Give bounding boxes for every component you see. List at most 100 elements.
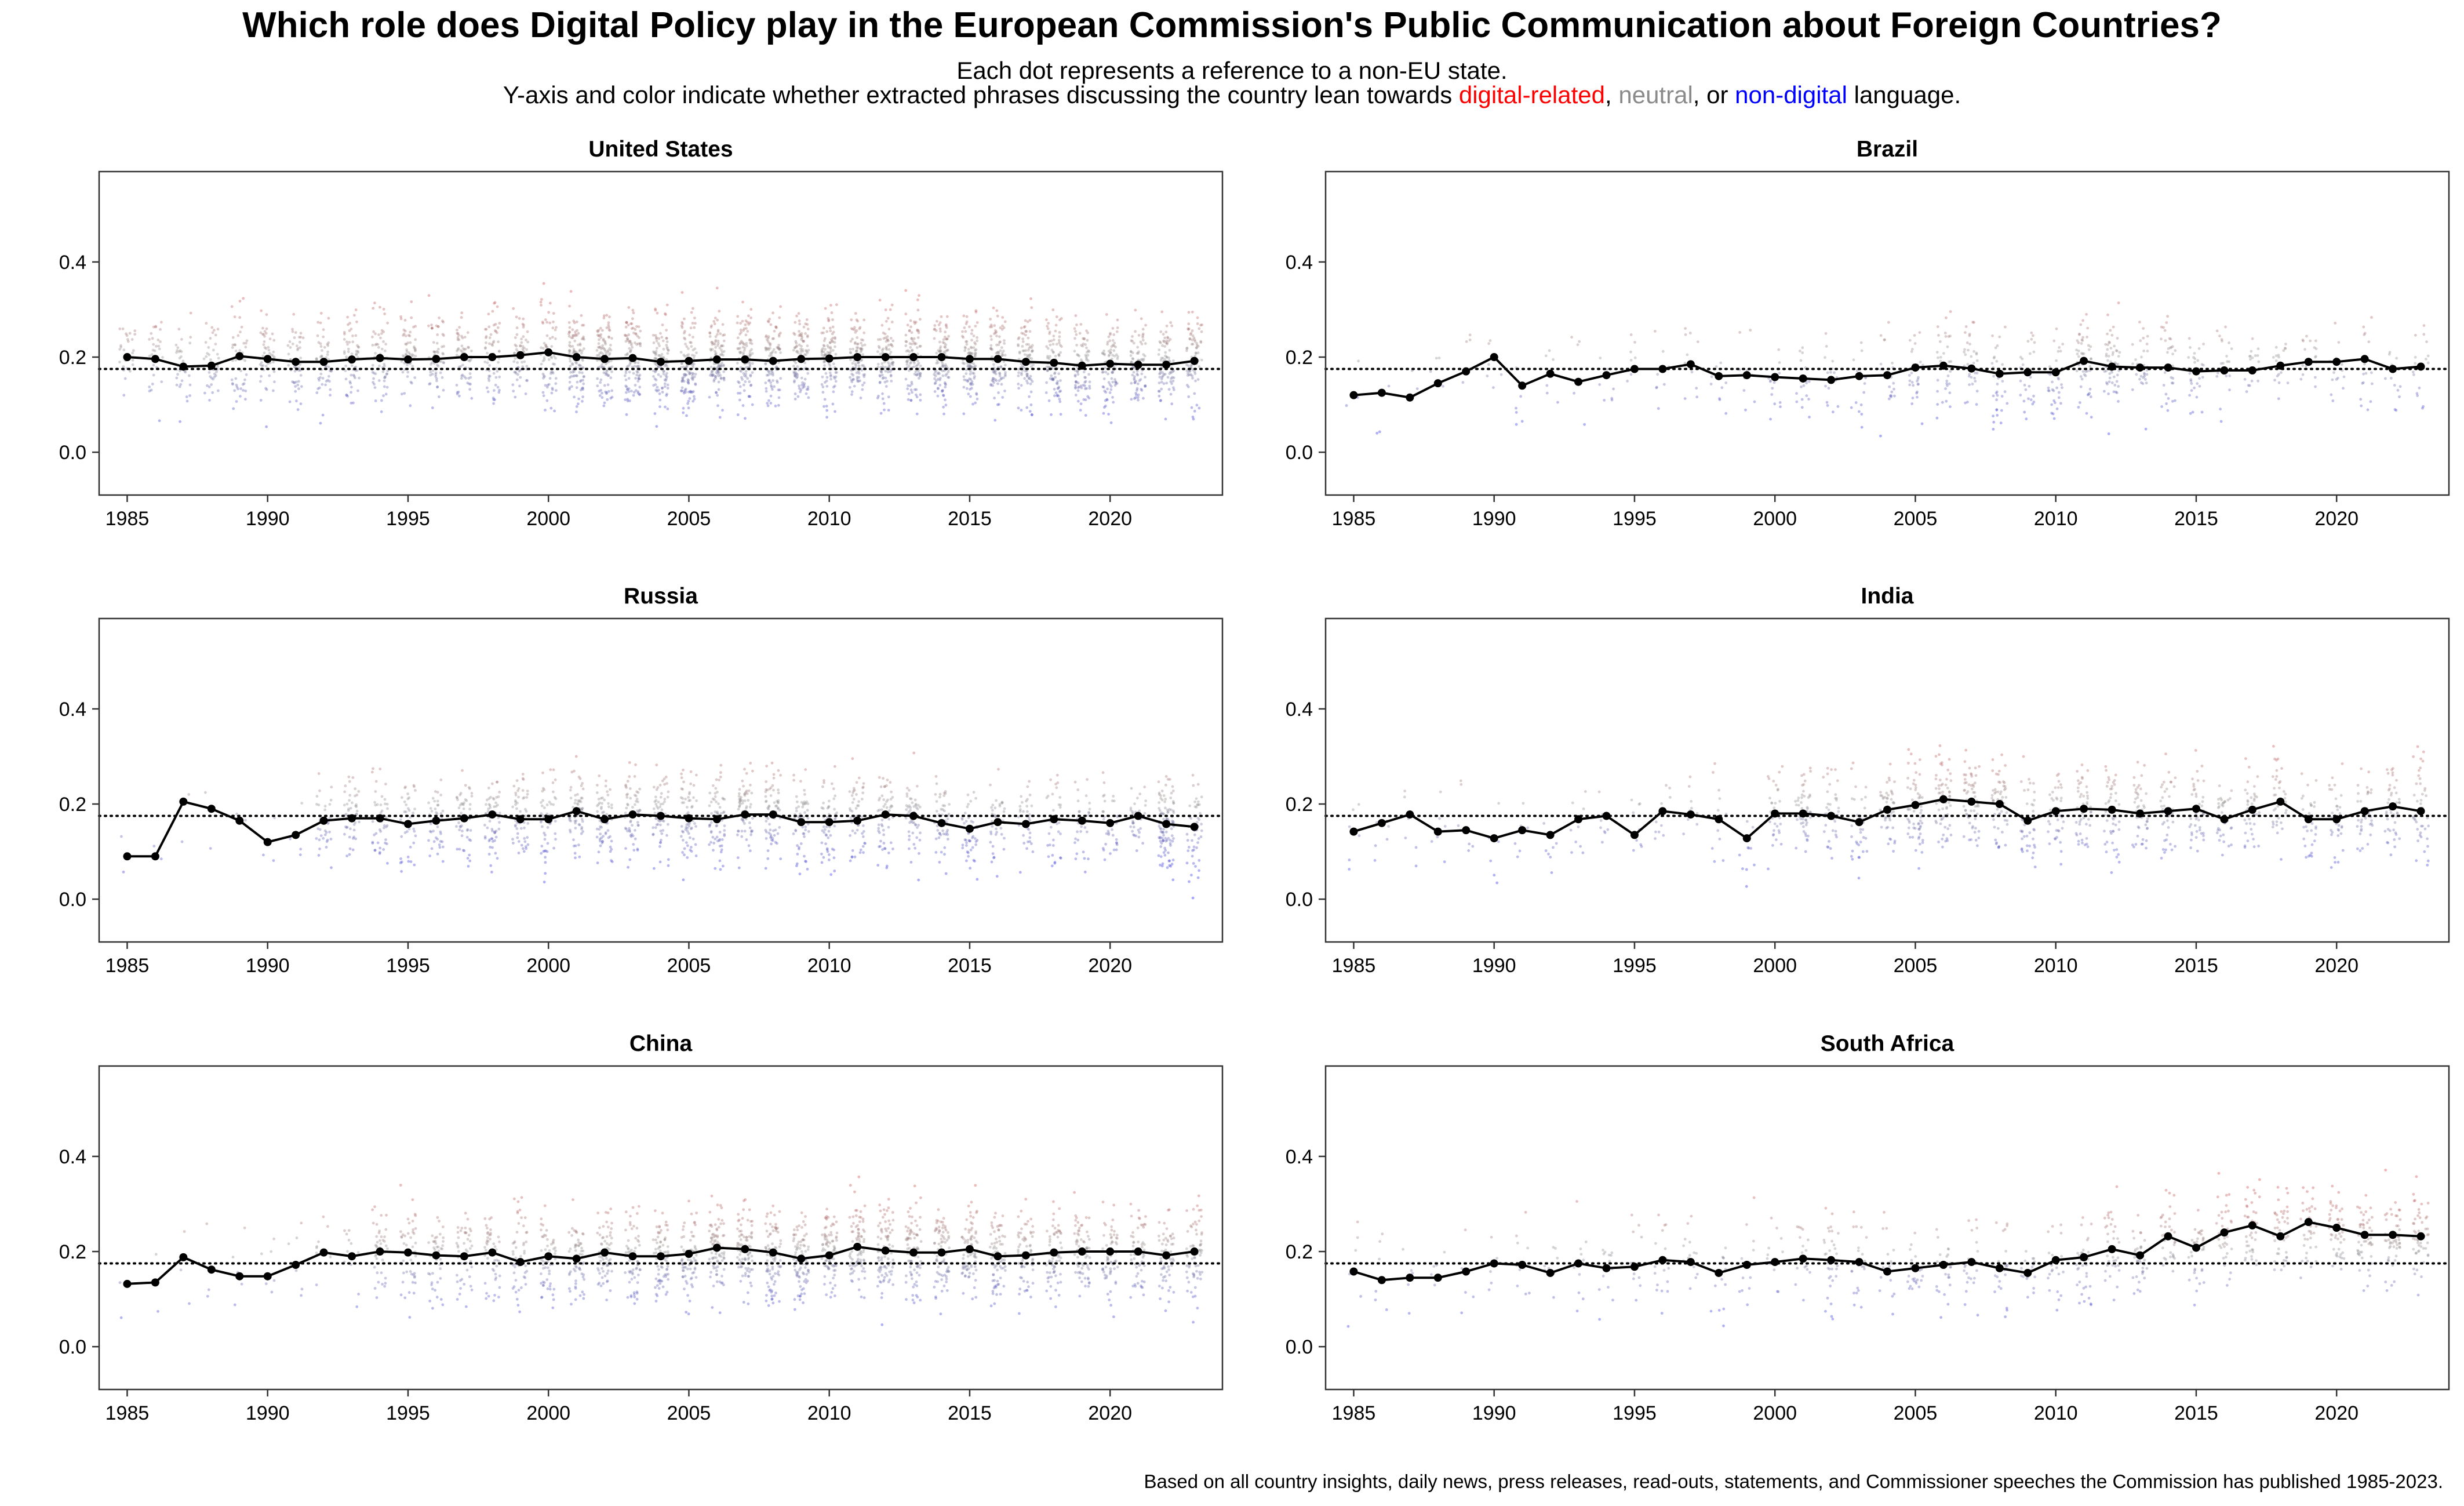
reference-dot <box>458 793 462 796</box>
reference-dot <box>376 841 380 845</box>
reference-dot <box>1158 340 1162 343</box>
reference-dot <box>1801 351 1804 354</box>
reference-dot <box>2032 394 2035 398</box>
reference-dot <box>1079 358 1083 362</box>
reference-dot <box>1166 336 1170 340</box>
reference-dot <box>708 791 712 795</box>
reference-dot <box>779 305 782 308</box>
reference-dot <box>765 837 768 840</box>
reference-dot <box>1165 339 1168 343</box>
reference-dot <box>916 359 919 362</box>
legend-nondigital-label: non-digital <box>1735 81 1847 108</box>
reference-dot <box>709 365 713 369</box>
reference-dot <box>1112 349 1116 352</box>
reference-dot <box>1085 357 1089 360</box>
reference-dot <box>690 345 693 348</box>
reference-dot <box>1115 353 1118 357</box>
reference-dot <box>2303 348 2306 351</box>
reference-dot <box>581 379 584 382</box>
reference-dot <box>380 809 384 813</box>
reference-dot <box>460 834 464 838</box>
reference-dot <box>768 787 771 791</box>
reference-dot <box>1000 328 1004 331</box>
yearly-mean-point <box>1686 360 1695 369</box>
reference-dot <box>632 843 635 846</box>
reference-dot <box>2140 355 2143 359</box>
reference-dot <box>550 391 554 395</box>
reference-dot <box>383 376 387 379</box>
reference-dot <box>581 323 584 327</box>
reference-dot <box>526 379 529 382</box>
reference-dot <box>463 348 466 351</box>
reference-dot <box>771 311 774 315</box>
reference-dot <box>654 350 658 353</box>
reference-dot <box>745 327 748 330</box>
reference-dot <box>834 380 838 383</box>
reference-dot <box>414 834 417 838</box>
reference-dot <box>1992 394 1995 398</box>
reference-dot <box>630 327 634 330</box>
reference-dot <box>2105 381 2108 384</box>
reference-dot <box>909 325 912 329</box>
reference-dot <box>292 381 296 384</box>
reference-dot <box>208 385 211 388</box>
reference-dot <box>184 370 187 374</box>
reference-dot <box>2088 387 2092 391</box>
reference-dot <box>2360 404 2363 408</box>
reference-dot <box>1054 391 1058 395</box>
reference-dot <box>1825 401 1829 404</box>
reference-dot <box>741 404 745 407</box>
reference-dot <box>743 343 746 347</box>
reference-dot <box>511 838 514 841</box>
reference-dot <box>463 849 466 853</box>
reference-dot <box>660 808 664 812</box>
reference-dot <box>803 811 806 814</box>
reference-dot <box>430 326 434 330</box>
reference-dot <box>2085 312 2088 316</box>
reference-dot <box>318 847 321 850</box>
reference-dot <box>2336 376 2339 380</box>
yearly-mean-point <box>965 355 974 363</box>
reference-dot <box>1003 342 1006 345</box>
reference-dot <box>411 365 414 368</box>
reference-dot <box>1130 381 1133 385</box>
reference-dot <box>2058 346 2061 349</box>
reference-dot <box>905 350 908 353</box>
reference-dot <box>410 353 414 357</box>
reference-dot <box>512 351 516 355</box>
reference-dot <box>850 372 854 376</box>
reference-dot <box>1724 412 1728 415</box>
reference-dot <box>429 807 432 810</box>
reference-dot <box>829 377 832 381</box>
reference-dot <box>627 323 630 327</box>
reference-dot <box>1082 398 1086 401</box>
reference-dot <box>1029 378 1033 381</box>
reference-dot <box>1696 340 1699 343</box>
reference-dot <box>514 794 518 796</box>
reference-dot <box>2086 336 2089 339</box>
reference-dot <box>567 321 571 324</box>
reference-dot <box>490 837 493 840</box>
reference-dot <box>889 373 893 377</box>
reference-dot <box>261 326 264 330</box>
reference-dot <box>2110 333 2114 337</box>
reference-dot <box>879 412 883 415</box>
reference-dot <box>773 329 776 333</box>
reference-dot <box>963 362 966 365</box>
reference-dot <box>406 797 410 801</box>
reference-dot <box>664 776 668 779</box>
reference-dot <box>492 323 496 327</box>
reference-dot <box>1130 398 1133 401</box>
reference-dot <box>178 357 181 360</box>
reference-dot <box>406 856 410 859</box>
reference-dot <box>456 332 460 335</box>
y-tick-label: 0.2 <box>1286 347 1313 369</box>
reference-dot <box>689 390 692 393</box>
reference-dot <box>776 832 780 835</box>
reference-dot <box>738 391 742 395</box>
reference-dot <box>623 333 627 337</box>
reference-dot <box>2086 393 2090 396</box>
reference-dot <box>767 373 770 377</box>
reference-dot <box>2144 378 2147 381</box>
reference-dot <box>714 340 717 343</box>
